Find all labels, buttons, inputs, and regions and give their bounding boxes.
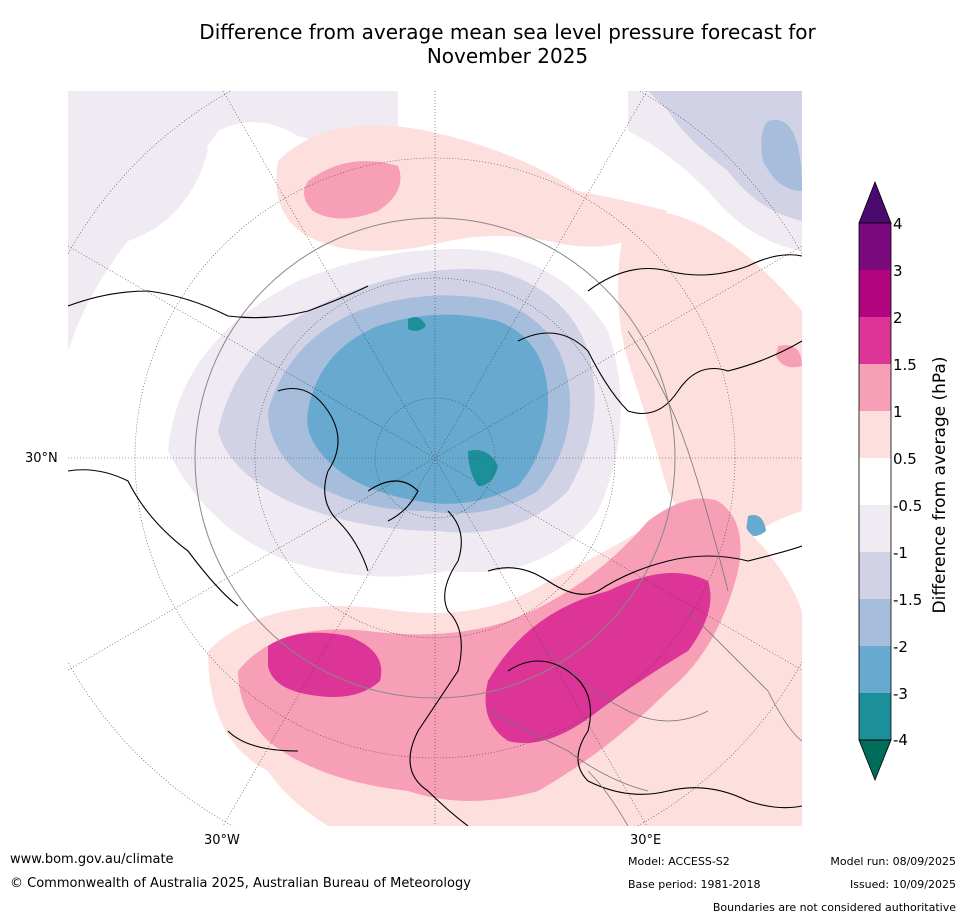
region-neg-extreme-1 bbox=[468, 450, 498, 486]
base-period-text: Base period: 1981-2018 bbox=[628, 878, 761, 891]
region-neg-mod-ne bbox=[648, 91, 802, 221]
colorbar bbox=[858, 180, 892, 782]
colorbar-tick-label: 4 bbox=[893, 215, 903, 233]
coastlines bbox=[68, 254, 802, 826]
colorbar-band-m1-m0.5 bbox=[859, 505, 891, 552]
website-link[interactable]: www.bom.gov.au/climate bbox=[10, 852, 174, 867]
colorbar-tick-label: 1 bbox=[893, 403, 903, 421]
colorbar-tick-label: 1.5 bbox=[893, 356, 917, 374]
colorbar-tick-label: 0.5 bbox=[893, 450, 917, 468]
pressure-anomaly-map bbox=[68, 91, 802, 826]
colorbar-band-1.5-2 bbox=[859, 317, 891, 364]
copyright-text: © Commonwealth of Australia 2025, Austra… bbox=[10, 876, 471, 891]
country-borders bbox=[487, 330, 802, 826]
colorbar-band-m3-m2 bbox=[859, 646, 891, 693]
colorbar-band-neutral bbox=[859, 458, 891, 505]
colorbar-band-m1.5-m1 bbox=[859, 552, 891, 599]
region-neg-extreme-2 bbox=[408, 317, 426, 331]
colorbar-band-0.5-1 bbox=[859, 411, 891, 458]
arctic-circle bbox=[194, 217, 676, 699]
colorbar-extend-top bbox=[858, 180, 892, 224]
title-line-1: Difference from average mean sea level p… bbox=[199, 20, 816, 44]
region-neg-small-east bbox=[746, 515, 766, 536]
colorbar-title: Difference from average (hPa) bbox=[930, 356, 950, 614]
lat-label-30n: 30°N bbox=[25, 451, 58, 466]
model-run-text: Model run: 08/09/2025 bbox=[830, 855, 956, 868]
colorbar-tick-label: -0.5 bbox=[893, 497, 923, 515]
region-pos-mod-east bbox=[776, 345, 802, 368]
map-title: Difference from average mean sea level p… bbox=[0, 20, 965, 68]
colorbar-tick-label: -1 bbox=[893, 544, 908, 562]
colorbar-tick-label: -4 bbox=[893, 731, 908, 749]
map-canvas bbox=[68, 91, 802, 826]
region-pos-weak-pacific bbox=[276, 125, 668, 251]
colorbar-tick-label: 2 bbox=[893, 309, 903, 327]
colorbar-tick-label: -3 bbox=[893, 685, 908, 703]
region-pos-mod-atlantic bbox=[238, 498, 741, 801]
region-pos-mod-pacific bbox=[304, 161, 401, 219]
colorbar-band-3-4 bbox=[859, 223, 891, 270]
region-pos-strong-europe bbox=[485, 573, 711, 743]
region-pos-weak-east-2 bbox=[736, 747, 788, 791]
colorbar-extend-bottom bbox=[858, 739, 892, 782]
colorbar-band-m2-m1.5 bbox=[859, 599, 891, 646]
colorbar-band-m4-m3 bbox=[859, 693, 891, 740]
region-pos-weak-east bbox=[618, 210, 802, 551]
region-pos-strong-atlantic bbox=[268, 632, 382, 697]
colorbar-tick-label: -1.5 bbox=[893, 591, 923, 609]
colorbar-band-1-1.5 bbox=[859, 364, 891, 411]
region-neg-strong-ne bbox=[761, 119, 802, 191]
lon-label-30e: 30°E bbox=[630, 833, 662, 848]
colorbar-band-2-3 bbox=[859, 270, 891, 317]
model-text: Model: ACCESS-S2 bbox=[628, 855, 730, 868]
graticule bbox=[68, 91, 802, 826]
colorbar-tick-label: -2 bbox=[893, 638, 908, 656]
region-neg-weak-nw bbox=[68, 115, 208, 352]
colorbar-tick-label: 3 bbox=[893, 262, 903, 280]
title-line-2: November 2025 bbox=[426, 44, 589, 68]
lon-label-30w: 30°W bbox=[204, 833, 240, 848]
issued-text: Issued: 10/09/2025 bbox=[849, 878, 956, 891]
disclaimer-text: Boundaries are not considered authoritat… bbox=[712, 901, 956, 914]
